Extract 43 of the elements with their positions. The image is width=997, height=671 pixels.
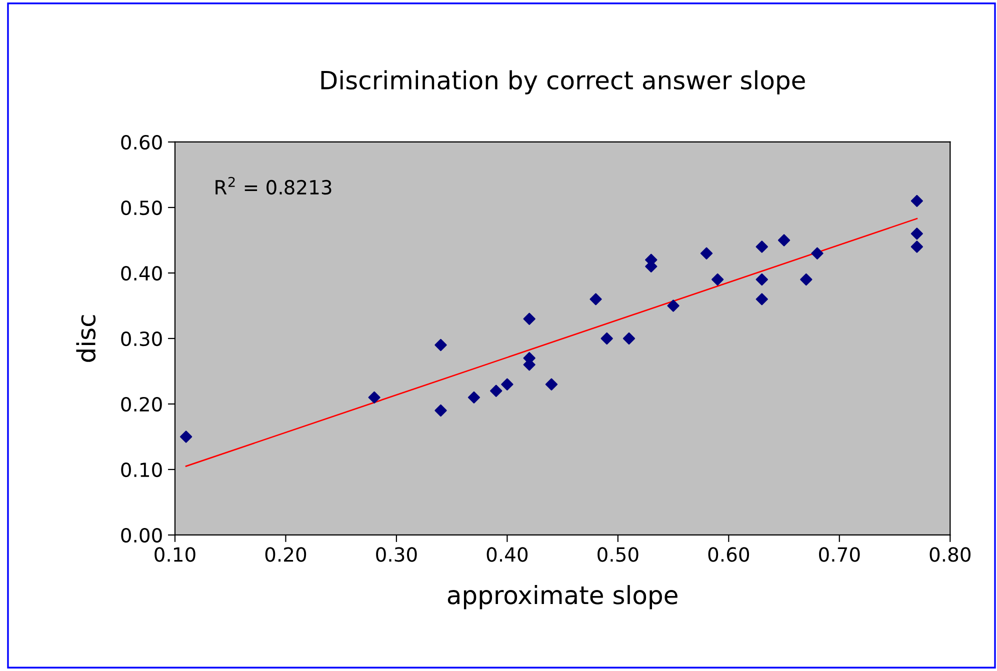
point — [501, 378, 514, 390]
point — [712, 273, 724, 286]
point — [622, 332, 636, 345]
x-tick-label: 0.50 — [598, 547, 638, 562]
y-tick-label: 0.20 — [121, 396, 162, 412]
point — [667, 300, 680, 312]
x-tick-label: 0.60 — [708, 547, 750, 562]
x-axis-title: approximate slope — [448, 585, 678, 610]
x-tick-label: 0.70 — [819, 547, 860, 562]
y-axis-title: disc — [76, 315, 96, 362]
point — [600, 332, 613, 345]
point — [910, 240, 923, 253]
point — [756, 273, 768, 286]
chart-title: Discrimination by correct answer slope — [321, 70, 805, 94]
point — [700, 247, 713, 260]
point — [523, 312, 536, 325]
x-tick-label: 0.20 — [265, 547, 306, 562]
y-tick-label: 0.40 — [121, 266, 162, 281]
y-tick-label: 0.60 — [121, 134, 162, 150]
x-tick-label: 0.80 — [930, 547, 970, 562]
annotation: R$^{2}$ = 0.8213 — [216, 176, 332, 195]
point — [468, 391, 480, 404]
point — [434, 404, 447, 417]
point — [756, 293, 768, 306]
point — [910, 228, 923, 240]
point — [811, 247, 824, 260]
point — [756, 240, 768, 253]
point — [910, 194, 923, 208]
point — [490, 384, 502, 397]
point — [434, 338, 447, 352]
y-tick-label: 0.00 — [121, 528, 162, 543]
point — [545, 378, 558, 390]
point — [590, 293, 602, 306]
x-tick-label: 0.40 — [486, 547, 528, 562]
y-tick-label: 0.50 — [121, 200, 162, 216]
point — [180, 430, 192, 443]
point — [800, 273, 812, 286]
point — [368, 391, 380, 404]
x-tick-label: 0.10 — [154, 547, 196, 562]
y-tick-label: 0.10 — [121, 462, 162, 478]
x-tick-label: 0.30 — [376, 547, 417, 562]
y-tick-label: 0.30 — [121, 331, 162, 346]
point — [778, 234, 790, 246]
